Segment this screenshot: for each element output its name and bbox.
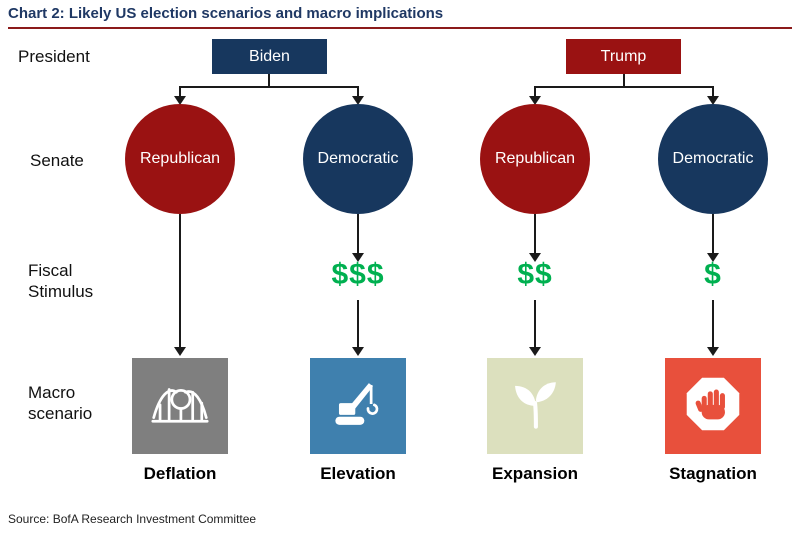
arrowhead-icon (529, 253, 541, 262)
macro-label-elevation: Elevation (320, 464, 396, 483)
arrowhead-icon (174, 96, 186, 105)
stop-hand-icon (684, 375, 742, 438)
page-title: Chart 2: Likely US election scenarios an… (8, 5, 444, 22)
senate-circle-biden-democratic: Democratic (303, 104, 413, 214)
senate-circle-biden-republican: Republican (125, 104, 235, 214)
connector-line (179, 86, 359, 88)
senate-circle-trump-republican: Republican (480, 104, 590, 214)
connector-line (712, 86, 714, 97)
connector-line (534, 214, 536, 254)
president-box-biden: Biden (212, 39, 327, 74)
connector-line (357, 86, 359, 97)
stimulus-value: $$ (517, 258, 553, 291)
connector-line (534, 86, 536, 97)
macro-tile-elevation (310, 358, 406, 454)
macro-label-deflation: Deflation (143, 464, 217, 483)
stimulus-value: $$$ (331, 258, 385, 291)
macro-tile-expansion (487, 358, 583, 454)
arrowhead-icon (529, 347, 541, 356)
connector-line (534, 86, 714, 88)
connector-line (623, 74, 625, 87)
arrowhead-icon (352, 253, 364, 262)
crane-icon (329, 375, 387, 438)
row-label-president: President (18, 47, 90, 66)
senate-circle-trump-democratic: Democratic (658, 104, 768, 214)
arrowhead-icon (352, 96, 364, 105)
connector-line (534, 300, 536, 348)
stimulus-value: $ (704, 258, 722, 291)
macro-tile-stagnation (665, 358, 761, 454)
row-label-senate: Senate (30, 151, 84, 170)
macro-label-expansion: Expansion (492, 464, 578, 483)
connector-line (179, 86, 181, 97)
connector-line (268, 74, 270, 87)
row-label-macro-scenario: Macro scenario (28, 383, 93, 424)
roller-coaster-icon (151, 375, 209, 438)
arrowhead-icon (174, 347, 186, 356)
macro-label-stagnation: Stagnation (669, 464, 757, 483)
arrowhead-icon (707, 96, 719, 105)
connector-line (712, 300, 714, 348)
arrowhead-icon (352, 347, 364, 356)
source-note: Source: BofA Research Investment Committ… (8, 512, 257, 526)
connector-line (712, 214, 714, 254)
connector-line (179, 214, 181, 348)
row-label-fiscal-stimulus: Fiscal Stimulus (28, 261, 94, 302)
seedling-icon (506, 375, 564, 438)
connector-line (357, 214, 359, 254)
macro-tile-deflation (132, 358, 228, 454)
connector-line (357, 300, 359, 348)
title-divider (8, 27, 792, 29)
arrowhead-icon (707, 253, 719, 262)
arrowhead-icon (707, 347, 719, 356)
president-box-trump: Trump (566, 39, 681, 74)
arrowhead-icon (529, 96, 541, 105)
